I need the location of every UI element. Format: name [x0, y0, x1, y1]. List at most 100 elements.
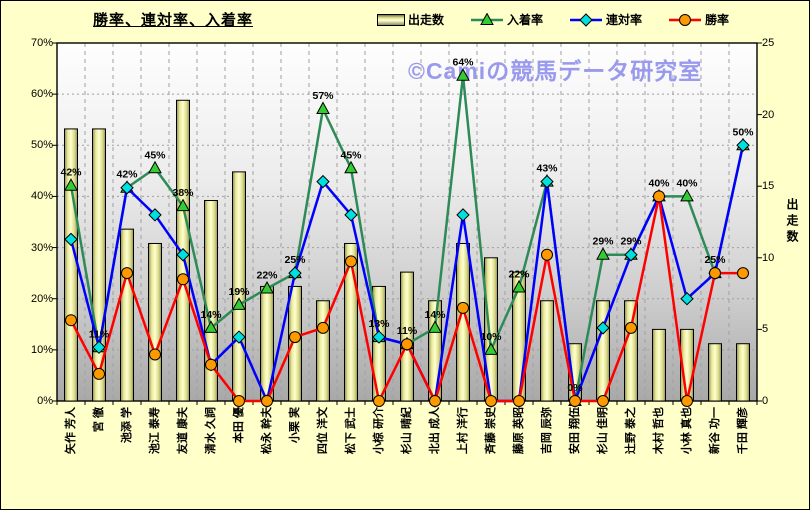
data-label: 40% — [648, 177, 670, 189]
circle-marker-icon — [401, 338, 413, 351]
diamond-marker-icon — [92, 340, 106, 355]
data-label: 64% — [452, 57, 474, 69]
right-axis-tick: 25 — [762, 37, 775, 49]
diamond-marker-icon — [176, 248, 190, 262]
legend-item-starts: 出走数 — [377, 11, 444, 28]
left-axis-tick: 60% — [30, 88, 53, 101]
right-axis-tick: 20 — [762, 108, 775, 121]
data-label: 25% — [704, 254, 726, 266]
circle-marker-icon — [317, 321, 329, 334]
circle-marker-icon — [149, 348, 161, 361]
diamond-marker-icon — [64, 232, 78, 247]
diamond-marker-icon — [624, 248, 638, 262]
bar — [456, 242, 470, 402]
left-axis-tick: 70% — [30, 37, 53, 49]
right-axis-tick: 10 — [762, 251, 775, 264]
data-label: 42% — [60, 167, 82, 179]
legend-item-label: 勝率 — [705, 13, 730, 27]
triangle-marker-icon — [344, 160, 358, 174]
circle-marker-icon — [485, 395, 497, 407]
bar — [120, 228, 134, 402]
left-axis-tick: 10% — [30, 343, 53, 356]
circle-marker-icon — [205, 358, 217, 371]
circle-marker-icon — [65, 314, 77, 327]
diamond-marker-icon — [232, 330, 246, 344]
bar — [624, 300, 638, 402]
data-label: 22% — [256, 269, 278, 281]
circle-marker-icon — [541, 248, 553, 261]
data-label: 11% — [89, 328, 110, 340]
circle-marker-icon — [345, 255, 357, 268]
left-axis-tick: 0% — [37, 395, 53, 407]
bar — [736, 343, 750, 402]
data-label: 40% — [676, 177, 698, 189]
circle-marker-icon — [569, 395, 581, 407]
diamond-marker-icon — [596, 321, 610, 335]
left-axis-tick: 30% — [30, 241, 53, 254]
circle-marker-icon — [681, 395, 693, 407]
diamond-marker-icon — [316, 174, 330, 189]
bar — [400, 271, 414, 402]
data-label: 29% — [592, 236, 614, 248]
data-label: 0% — [567, 382, 583, 394]
data-label: 38% — [172, 187, 194, 199]
diamond-marker-icon — [344, 208, 358, 222]
data-label: 57% — [312, 90, 334, 102]
data-label: 14% — [424, 309, 446, 321]
triangle-marker-icon — [232, 297, 246, 310]
diamond-marker-icon — [540, 174, 554, 189]
circle-marker-icon — [121, 267, 133, 280]
diamond-marker-icon — [680, 292, 694, 306]
circle-marker-icon — [261, 395, 273, 407]
triangle-marker-icon — [471, 12, 504, 25]
right-axis-tick: 0 — [762, 395, 769, 407]
circle-marker-icon — [457, 301, 469, 314]
bar — [148, 242, 162, 402]
circle-marker-icon — [513, 395, 525, 407]
diamond-marker-icon — [148, 208, 162, 222]
bar — [540, 300, 554, 402]
bar — [652, 328, 666, 402]
triangle-marker-icon — [596, 247, 610, 260]
triangle-marker-icon — [428, 320, 442, 333]
circle-marker-icon — [177, 273, 189, 286]
diamond-marker-icon — [736, 138, 750, 152]
triangle-marker-icon — [316, 101, 330, 114]
bar — [288, 285, 302, 402]
circle-marker-icon — [625, 321, 637, 334]
data-label: 29% — [620, 236, 642, 248]
left-axis-tick: 20% — [30, 292, 53, 305]
diamond-marker-icon — [570, 12, 603, 27]
circle-marker-icon — [429, 395, 441, 407]
data-label: 50% — [732, 126, 754, 138]
circle-marker-icon — [289, 331, 301, 344]
right-axis-tick: 5 — [762, 323, 769, 336]
diamond-marker-icon — [456, 208, 470, 222]
circle-marker-icon — [93, 367, 105, 380]
circle-marker-icon — [709, 267, 721, 280]
circle-marker-icon — [597, 395, 609, 407]
bar — [708, 343, 722, 402]
diamond-marker-icon — [288, 266, 302, 280]
bar — [484, 257, 498, 402]
triangle-marker-icon — [148, 160, 162, 174]
data-label: 45% — [144, 149, 166, 161]
data-label: 14% — [200, 309, 222, 321]
triangle-marker-icon — [260, 280, 274, 294]
data-label: 19% — [228, 286, 250, 298]
circle-marker-icon — [373, 395, 385, 407]
triangle-marker-icon — [484, 342, 498, 355]
data-label: 45% — [340, 149, 362, 161]
circle-marker-icon — [653, 190, 665, 203]
triangle-marker-icon — [204, 320, 218, 333]
legend-item-label: 入着率 — [507, 13, 544, 27]
circle-marker-icon — [233, 395, 245, 407]
diamond-marker-icon — [120, 181, 134, 195]
circle-marker-icon — [737, 267, 749, 280]
legend-item-label: 連対率 — [606, 13, 643, 27]
circle-marker-icon — [669, 13, 702, 26]
triangle-marker-icon — [176, 198, 190, 212]
triangle-marker-icon — [64, 178, 78, 191]
